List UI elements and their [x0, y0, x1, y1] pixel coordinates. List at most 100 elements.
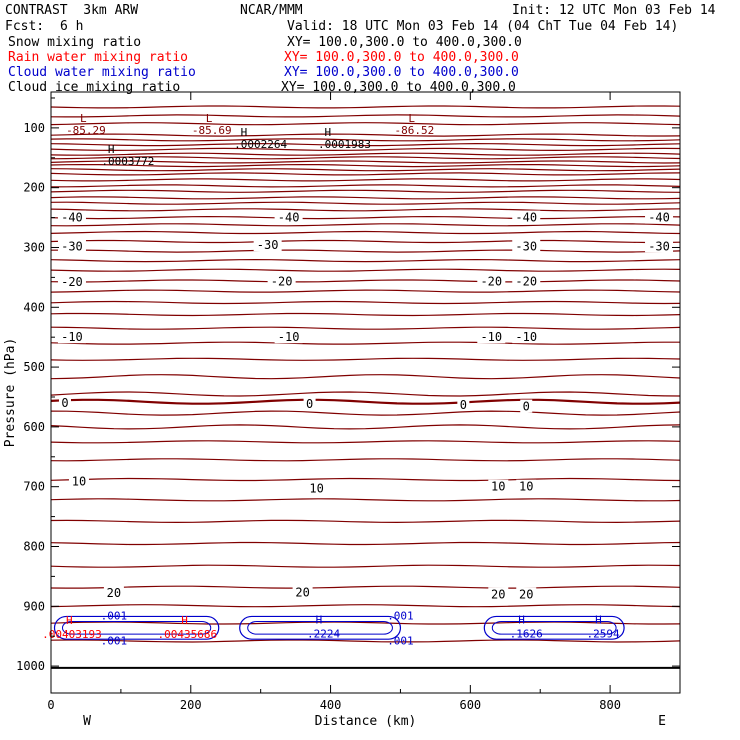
isotherm-label: -20 — [271, 275, 293, 289]
snow-high-marker: H — [108, 143, 115, 156]
low-value: -85.29 — [66, 124, 106, 137]
isotherm-line — [50, 223, 681, 227]
isotherm-line — [50, 604, 681, 608]
isotherm-line — [50, 147, 681, 152]
cloud-water-contour — [239, 615, 402, 640]
y-tick-label: 900 — [23, 599, 45, 613]
isotherm-line — [50, 239, 681, 244]
isotherm-label-bg — [488, 587, 509, 601]
legend-rain-xy: XY= 100.0,300.0 to 400.0,300.0 — [284, 50, 519, 65]
isotherm-label-bg — [57, 275, 86, 289]
isotherm-label: 20 — [519, 587, 533, 601]
isotherm-label: 0 — [460, 398, 467, 412]
isotherm-label: -20 — [61, 275, 83, 289]
rain-max-value: .00435686 — [157, 628, 217, 641]
isotherm-line — [50, 279, 681, 283]
institution-title: NCAR/MMM — [240, 3, 303, 18]
y-tick-label: 100 — [23, 121, 45, 135]
isotherm-label-bg — [292, 585, 313, 599]
legend-cloudice-label: Cloud ice mixing ratio — [8, 80, 181, 95]
isotherm-label: -30 — [257, 238, 279, 252]
isotherm-line — [50, 410, 681, 416]
isotherm-label-bg — [512, 239, 541, 253]
isotherm-label-bg — [57, 239, 86, 253]
valid-time: Valid: 18 UTC Mon 03 Feb 14 (04 ChT Tue … — [287, 19, 679, 34]
isotherm-line — [50, 114, 681, 118]
isotherm-label-bg — [477, 274, 506, 288]
plot-frame — [50, 91, 681, 694]
y-tick-label: 600 — [23, 420, 45, 434]
isotherm-label-bg — [58, 395, 71, 409]
isotherm-line — [50, 208, 681, 212]
isotherm-line — [50, 621, 681, 625]
low-value: -85.69 — [192, 124, 232, 137]
isotherm-line — [50, 133, 681, 137]
isotherm-label-bg — [68, 474, 89, 488]
isotherm-label: -10 — [61, 330, 83, 344]
cloud-water-contour — [247, 620, 393, 635]
isotherm-line — [50, 639, 681, 643]
isotherm-line — [50, 189, 681, 193]
isotherm-line — [50, 230, 681, 235]
isotherm-line — [50, 172, 681, 176]
isotherm-line — [50, 458, 681, 462]
cloud-water-high-marker: H — [518, 613, 525, 626]
isotherm-line — [50, 357, 681, 361]
x-axis-label: Distance (km) — [315, 714, 417, 729]
y-tick-label: 1000 — [16, 659, 45, 673]
isotherm-label: -40 — [61, 211, 83, 225]
isotherm-line — [50, 326, 681, 330]
isotherm-label-bg — [488, 479, 509, 493]
isotherm-line — [50, 477, 681, 482]
isotherm-line — [50, 300, 681, 305]
isotherm-label-bg — [516, 587, 537, 601]
y-tick-label: 700 — [23, 480, 45, 494]
cloud-water-label: .001 — [101, 609, 128, 622]
isotherm-label: 10 — [519, 480, 533, 494]
isotherm-label: 10 — [491, 480, 505, 494]
isotherm-label-bg — [645, 210, 674, 224]
isotherm-line — [50, 138, 681, 142]
y-tick-label: 800 — [23, 539, 45, 553]
x-tick-label: 800 — [599, 698, 621, 712]
y-tick-label: 500 — [23, 360, 45, 374]
isotherm-label: 20 — [491, 587, 505, 601]
isotherm-line — [50, 201, 681, 205]
isotherm-label: 0 — [523, 400, 530, 414]
isotherm-line — [50, 519, 681, 524]
cloud-water-high-marker: H — [316, 613, 323, 626]
low-value: -86.52 — [395, 124, 435, 137]
isotherm-label-bg — [274, 210, 303, 224]
isotherm-line — [50, 268, 681, 272]
isotherm-label: -40 — [515, 211, 537, 225]
x-tick-label: 200 — [180, 698, 202, 712]
rain-high-marker: H — [181, 614, 188, 627]
cloud-water-max-value: .2594 — [587, 627, 620, 640]
isotherm-label-bg — [520, 399, 533, 413]
isotherm-line — [50, 105, 681, 109]
cloud-water-max-value: .1626 — [510, 627, 543, 640]
isotherm-line — [50, 178, 681, 182]
isotherm-line — [50, 312, 681, 317]
isotherm-line — [50, 440, 681, 444]
east-label: E — [658, 714, 666, 729]
isotherm-line — [50, 196, 681, 200]
isotherm-label-bg — [512, 274, 541, 288]
isotherm-label-bg — [512, 210, 541, 224]
isotherm-line — [50, 160, 681, 164]
isotherm-line — [50, 142, 681, 147]
isotherm-label-bg — [57, 330, 86, 344]
isotherm-label: 10 — [72, 474, 86, 488]
snow-max-value: .0002264 — [234, 138, 287, 151]
cloud-water-high-marker: H — [595, 613, 602, 626]
isotherm-label-bg — [512, 330, 541, 344]
isotherm-line — [50, 156, 681, 160]
cloud-water-label: .001 — [387, 634, 414, 647]
isotherm-label: -40 — [648, 211, 670, 225]
isotherm-label: -30 — [648, 239, 670, 253]
isotherm-label: -10 — [278, 330, 300, 344]
x-tick-label: 600 — [459, 698, 481, 712]
isotherm-line — [50, 258, 681, 263]
snow-max-value: .0003772 — [101, 155, 154, 168]
